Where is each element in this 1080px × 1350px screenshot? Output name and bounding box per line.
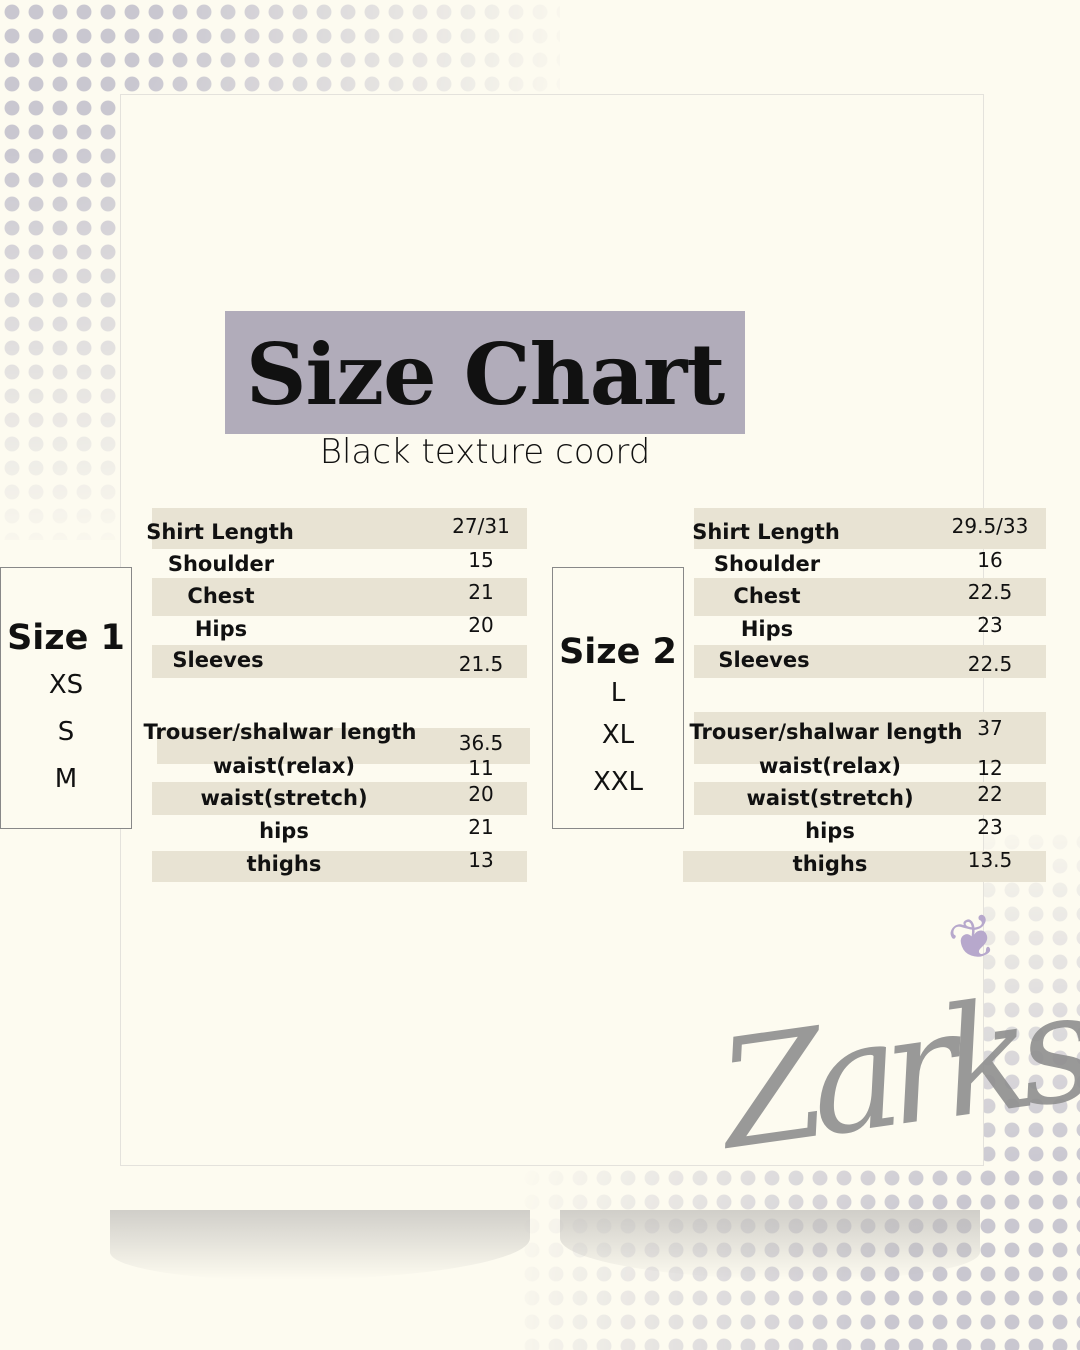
measurement-label: Chest bbox=[733, 584, 801, 608]
measurement-value: 21 bbox=[468, 815, 494, 839]
measurement-label: Shirt Length bbox=[692, 520, 840, 544]
measurement-label: waist(stretch) bbox=[200, 786, 368, 810]
size-label: S bbox=[57, 717, 75, 747]
measurement-value: 22.5 bbox=[967, 580, 1013, 604]
table-row bbox=[152, 782, 527, 815]
table-row bbox=[694, 782, 1046, 815]
measurement-label: thighs bbox=[792, 852, 868, 876]
measurement-value: 36.5 bbox=[458, 731, 504, 755]
table-row bbox=[694, 645, 1046, 678]
measurement-label: Sleeves bbox=[172, 648, 264, 672]
measurement-label: Shoulder bbox=[713, 552, 821, 576]
size1-heading: Size 1 bbox=[7, 618, 125, 658]
measurement-label: Chest bbox=[187, 584, 255, 608]
size2-heading: Size 2 bbox=[559, 632, 677, 672]
table-row bbox=[694, 508, 1046, 549]
title-banner: Size Chart bbox=[225, 311, 745, 434]
measurement-value: 21 bbox=[468, 580, 494, 604]
measurement-value: 13.5 bbox=[967, 848, 1013, 872]
measurement-label: hips bbox=[259, 819, 309, 843]
measurement-value: 20 bbox=[468, 782, 494, 806]
size-label: XL bbox=[601, 720, 635, 750]
measurement-value: 22.5 bbox=[967, 652, 1013, 676]
card-shadow bbox=[110, 1210, 530, 1280]
measurement-label: waist(relax) bbox=[212, 754, 356, 778]
measurement-label: waist(relax) bbox=[758, 754, 902, 778]
measurement-value: 13 bbox=[468, 848, 494, 872]
measurement-label: hips bbox=[805, 819, 855, 843]
measurement-value: 37 bbox=[977, 716, 1003, 740]
measurement-value: 23 bbox=[977, 613, 1003, 637]
table-row bbox=[694, 578, 1046, 616]
page-title: Size Chart bbox=[245, 325, 725, 424]
size-label: XXL bbox=[592, 767, 644, 797]
measurement-value: 27/31 bbox=[452, 514, 510, 538]
measurement-label: Trouser/shalwar length bbox=[689, 720, 963, 744]
measurement-value: 23 bbox=[977, 815, 1003, 839]
measurement-value: 11 bbox=[468, 756, 494, 780]
measurement-label: Hips bbox=[740, 617, 794, 641]
measurement-label: waist(stretch) bbox=[746, 786, 914, 810]
table-row bbox=[152, 851, 527, 882]
measurement-value: 12 bbox=[977, 756, 1003, 780]
measurement-label: Sleeves bbox=[718, 648, 810, 672]
table-row bbox=[152, 645, 527, 678]
table-row bbox=[683, 851, 1046, 882]
size1-box: Size 1 XS S M bbox=[0, 567, 132, 829]
measurement-value: 15 bbox=[468, 548, 494, 572]
chart-card bbox=[120, 94, 984, 1166]
size-label: L bbox=[610, 678, 626, 708]
table-row bbox=[152, 578, 527, 616]
table-row bbox=[694, 712, 1046, 764]
measurement-value: 16 bbox=[977, 548, 1003, 572]
table-row bbox=[157, 728, 530, 764]
product-subtitle: Black texture coord bbox=[319, 432, 651, 472]
size-label: XS bbox=[48, 670, 84, 700]
measurement-label: Hips bbox=[194, 617, 248, 641]
measurement-value: 22 bbox=[977, 782, 1003, 806]
size2-box: Size 2 L XL XXL bbox=[552, 567, 684, 829]
measurement-value: 20 bbox=[468, 613, 494, 637]
measurement-value: 29.5/33 bbox=[951, 514, 1029, 538]
measurement-label: Shirt Length bbox=[146, 520, 294, 544]
measurement-label: thighs bbox=[246, 852, 322, 876]
measurement-label: Trouser/shalwar length bbox=[143, 720, 417, 744]
measurement-value: 21.5 bbox=[458, 652, 504, 676]
table-row bbox=[152, 508, 527, 549]
size-label: M bbox=[54, 764, 78, 794]
measurement-label: Shoulder bbox=[167, 552, 275, 576]
